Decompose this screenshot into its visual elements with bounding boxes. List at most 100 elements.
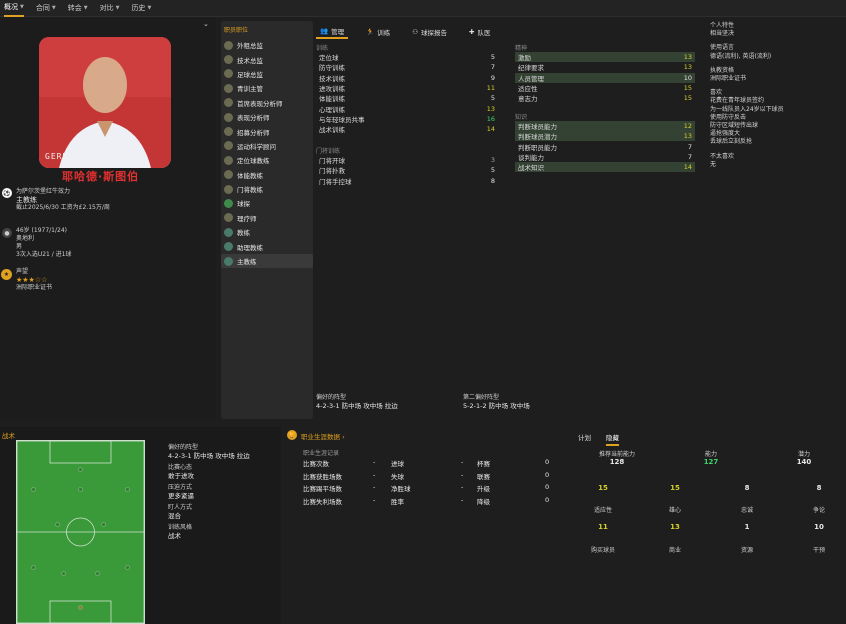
- tab-label: 历史: [131, 4, 146, 12]
- club-crest-icon[interactable]: ⚽: [2, 188, 12, 198]
- role-item[interactable]: 理疗师: [221, 211, 313, 225]
- player-dot[interactable]: [101, 522, 106, 527]
- attribute-row: 门将开球 3: [316, 155, 498, 165]
- attribute-row: 谈判能力 7: [515, 152, 695, 162]
- tab-plan[interactable]: 计划: [578, 434, 591, 442]
- hidden-attr-label: 干预: [812, 547, 825, 554]
- career-cell: 0: [545, 483, 550, 491]
- attribute-label: 定位球: [319, 54, 339, 62]
- tab-training[interactable]: 🏃 训练: [362, 25, 394, 39]
- role-item[interactable]: 运动科学顾问: [221, 139, 313, 153]
- career-cell: 联赛: [477, 472, 490, 481]
- career-title[interactable]: 职业生涯数据 ›: [301, 431, 345, 441]
- tab-compare[interactable]: 对比 ▼: [100, 0, 120, 17]
- role-item[interactable]: 体能教练: [221, 168, 313, 182]
- role-item[interactable]: 表现分析师: [221, 110, 313, 124]
- attribute-label: 适应性: [518, 84, 538, 93]
- player-dot[interactable]: [55, 522, 60, 527]
- binoculars-icon: ⚇: [412, 28, 419, 36]
- caps: 3次入选U21 / 进1球: [16, 251, 72, 258]
- role-badge-icon: [224, 127, 233, 137]
- attribute-row: 心理训练 13: [316, 104, 498, 114]
- attribute-label: 防守训练: [319, 64, 345, 73]
- traits-heading: 个人特性: [710, 22, 735, 29]
- tab-label: 对比: [99, 4, 114, 12]
- role-item[interactable]: 外租总监: [221, 38, 313, 52]
- attribute-row: 技术训练 9: [316, 73, 498, 83]
- subtab-label: 球探报告: [421, 29, 448, 37]
- tactics-title: 战术: [2, 432, 15, 440]
- attribute-label: 门将手控球: [319, 177, 352, 186]
- career-cell: 降级: [477, 497, 490, 506]
- top-stat-label: 推荐当前能力: [598, 451, 635, 458]
- role-item[interactable]: 门将教练: [221, 182, 313, 196]
- role-label: 定位球教练: [237, 157, 270, 166]
- attribute-row: 人员管理 10: [515, 72, 695, 83]
- chevron-down-icon[interactable]: ⌄: [203, 20, 209, 28]
- player-dot[interactable]: [78, 467, 83, 472]
- top-stat-value: 140: [796, 458, 812, 466]
- hidden-attr-value: 8: [744, 484, 750, 492]
- role-item[interactable]: 青训主管: [221, 81, 313, 95]
- role-item[interactable]: 足球总监: [221, 67, 313, 81]
- player-dot[interactable]: [125, 565, 130, 570]
- tab-contract[interactable]: 合同 ▼: [36, 0, 56, 17]
- career-cell: -: [373, 483, 376, 491]
- hidden-attr-value: 15: [598, 484, 608, 492]
- role-item[interactable]: 教练: [221, 225, 313, 239]
- attribute-label: 激励: [518, 54, 531, 62]
- person-icon: ●: [2, 228, 12, 238]
- player-dot[interactable]: [95, 571, 100, 576]
- player-dot[interactable]: [61, 571, 66, 576]
- career-cell: 比赛次数: [303, 460, 329, 468]
- plan-panel: [569, 427, 846, 624]
- subtabs: 👥 管理 🏃 训练 ⚇ 球探报告 ✚ 队医: [316, 25, 696, 39]
- career-panel: [283, 427, 567, 624]
- club-role: 主教练: [16, 196, 37, 204]
- role-item[interactable]: 首席表现分析师: [221, 96, 313, 110]
- attribute-value: 9: [490, 73, 495, 82]
- tab-medical[interactable]: ✚ 队医: [465, 25, 494, 39]
- role-badge-icon: [224, 69, 233, 79]
- role-item[interactable]: 主教练: [221, 253, 313, 269]
- role-item[interactable]: 球探: [221, 196, 313, 210]
- role-label: 技术总监: [237, 56, 263, 65]
- attribute-row: 适应性 15: [515, 83, 695, 93]
- licence: 洲际职业证书: [16, 284, 53, 291]
- mentality-label: 比赛心态: [168, 464, 193, 471]
- role-label: 足球总监: [237, 70, 263, 79]
- tab-transfer[interactable]: 转会 ▼: [68, 0, 88, 17]
- role-item[interactable]: 招募分析师: [221, 124, 313, 138]
- attribute-label: 谈判能力: [518, 153, 544, 162]
- qualification-heading: 执教资格: [710, 66, 735, 74]
- tab-history[interactable]: 历史 ▼: [131, 0, 151, 17]
- attribute-row: 战术知识 14: [515, 162, 695, 173]
- role-item[interactable]: 技术总监: [221, 52, 313, 66]
- like-item: 防守区域短传出球: [710, 122, 759, 130]
- like-item: 花费在青年球员签约: [710, 97, 765, 105]
- age: 46岁 (1977/1/24): [16, 227, 67, 234]
- tab-scouting[interactable]: ⚇ 球探报告: [408, 25, 451, 39]
- player-dot[interactable]: [31, 487, 36, 492]
- attributes: 训练: [316, 43, 328, 52]
- languages: 德语(流利), 英语(流利): [710, 52, 772, 60]
- attribute-row: 意志力 15: [515, 93, 695, 103]
- attribute-value: 13: [683, 63, 692, 72]
- role-item[interactable]: 助理教练: [221, 239, 313, 253]
- player-dot[interactable]: [125, 487, 130, 492]
- role-badge-icon: [224, 213, 233, 223]
- goalkeeper-dot[interactable]: [78, 605, 83, 610]
- player-dot[interactable]: [78, 487, 83, 492]
- hidden-attr-value: 8: [816, 484, 822, 492]
- role-item[interactable]: 定位球教练: [221, 153, 313, 167]
- tab-hidden[interactable]: 隐藏: [606, 432, 619, 446]
- tab-overview[interactable]: 概况 ▼: [4, 0, 24, 17]
- career-cell: -: [373, 458, 376, 466]
- attribute-label: 人员管理: [518, 74, 544, 83]
- player-dot[interactable]: [31, 565, 36, 570]
- tab-management[interactable]: 👥 管理: [316, 25, 349, 39]
- pref-formation-label: 偏好的阵型: [316, 394, 347, 401]
- mental-section-label: 精神: [515, 45, 528, 52]
- attribute-row: 战术训练 14: [316, 124, 498, 134]
- top-stat: 能力 127: [681, 449, 741, 466]
